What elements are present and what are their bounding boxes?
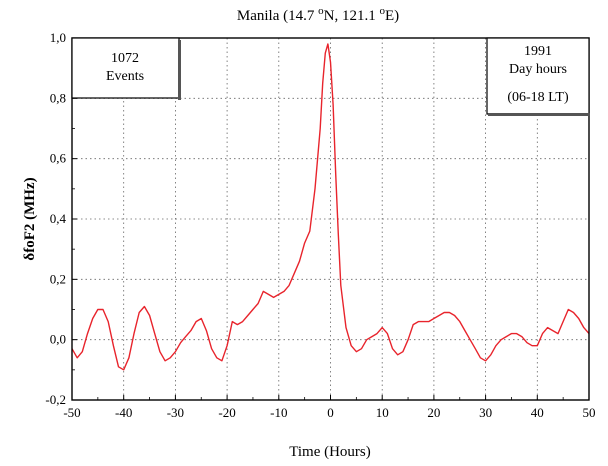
x-tick-label: -30	[167, 405, 184, 420]
x-tick-label: -40	[115, 405, 132, 420]
events-label: Events	[106, 69, 144, 84]
x-tick-label: -10	[270, 405, 287, 420]
grid	[72, 38, 589, 400]
y-tick-label: 0,8	[50, 90, 66, 105]
events-box-frame	[71, 37, 180, 99]
series-line	[71, 43, 590, 371]
x-axis-label: Time (Hours)	[289, 444, 371, 460]
series-layer	[71, 43, 590, 371]
period-box-shadow	[488, 113, 590, 116]
y-tick-label: 1,0	[50, 30, 66, 45]
x-tick-label: 20	[427, 405, 440, 420]
chart-title: Manila (14.7 oN, 121.1 oE)	[237, 5, 399, 24]
y-axis-label: δfoF2 (MHz)	[22, 177, 38, 260]
x-tick-label: -50	[63, 405, 80, 420]
y-tick-label: 0,4	[50, 211, 67, 226]
y-tick-label: -0,2	[45, 392, 66, 407]
x-tick-label: 10	[376, 405, 389, 420]
y-tick-label: 0,0	[50, 332, 66, 347]
x-tick-label: 0	[327, 405, 334, 420]
x-tick-label: 40	[531, 405, 544, 420]
x-tick-label: -20	[218, 405, 235, 420]
events-count: 1072	[111, 51, 139, 66]
period-box: 1991 Day hours (06-18 LT)	[486, 37, 590, 116]
y-tick-label: 0,2	[50, 271, 66, 286]
events-box: 1072 Events	[71, 37, 181, 100]
axis-ticks: -50 -40 -30 -20 -10 0 10 20 30 40 50 -0,2 0,0 0,2 0,4 0…	[45, 30, 595, 420]
x-tick-label: 30	[479, 405, 492, 420]
plot-frame	[71, 37, 590, 401]
events-box-shadow	[178, 40, 181, 100]
period-label: Day hours	[509, 62, 567, 77]
y-tick-label: 0,6	[50, 151, 67, 166]
period-year: 1991	[524, 44, 552, 59]
x-tick-label: 50	[583, 405, 596, 420]
period-hours: (06-18 LT)	[507, 90, 569, 105]
